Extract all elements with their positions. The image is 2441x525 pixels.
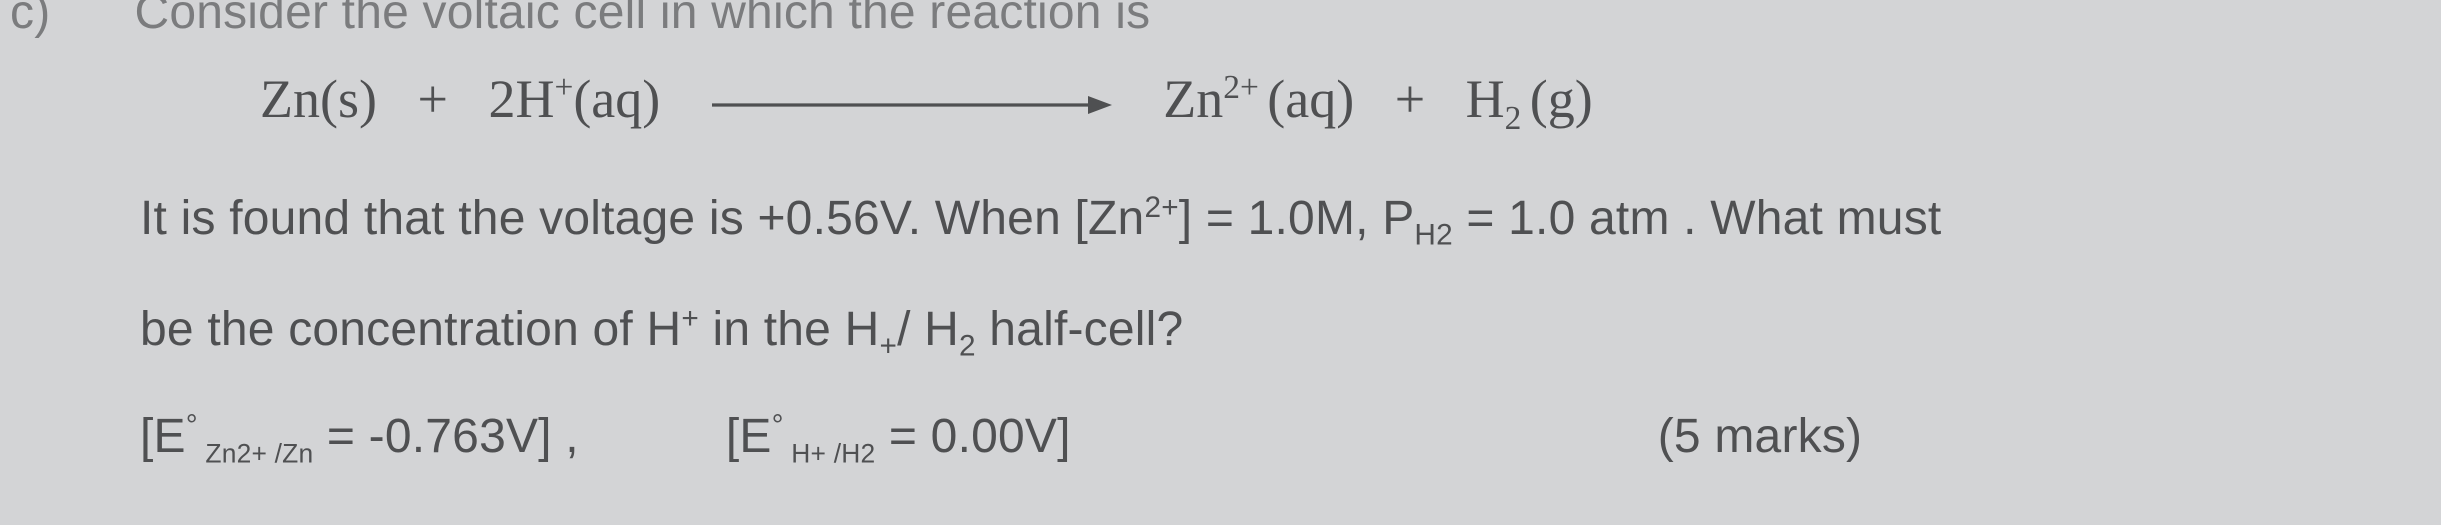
l4-sup1: + bbox=[681, 302, 699, 335]
lhs-h-state: (aq) bbox=[573, 69, 660, 129]
rhs-h2-sub: 2 bbox=[1505, 100, 1530, 137]
prompt-text: Consider the voltaic cell in which the r… bbox=[134, 0, 1150, 39]
l3-sub1: H2 bbox=[1414, 219, 1452, 252]
l4-c: / H bbox=[897, 303, 959, 356]
e-zn-deg: ° bbox=[186, 409, 198, 442]
lhs-h-charge: + bbox=[554, 69, 573, 106]
line-5: [E° Zn2+ /Zn = -0.763V] , [E° H+ /H2 = 0… bbox=[10, 410, 2401, 468]
l4-b: in the H bbox=[699, 303, 880, 356]
rhs-zn-charge: 2+ bbox=[1223, 69, 1267, 106]
rhs-h2: H bbox=[1466, 69, 1505, 129]
e-zn-block: [E° Zn2+ /Zn = -0.763V] , bbox=[140, 410, 579, 468]
line-1: c) Consider the voltaic cell in which th… bbox=[10, 0, 2401, 38]
line-4: be the concentration of H+ in the H+/ H2… bbox=[10, 303, 2401, 362]
plus-1: + bbox=[377, 69, 488, 129]
rhs-zn: Zn bbox=[1163, 69, 1223, 129]
l4-d: half-cell? bbox=[976, 303, 1184, 356]
part-label: c) bbox=[10, 0, 130, 38]
line-3: It is found that the voltage is +0.56V. … bbox=[10, 192, 2401, 251]
question-block: c) Consider the voltaic cell in which th… bbox=[0, 0, 2441, 525]
l3-b: ] = 1.0M, P bbox=[1179, 192, 1415, 245]
l4-sub2: 2 bbox=[959, 330, 976, 363]
reaction-arrow-icon bbox=[704, 90, 1120, 120]
e-zn-b: = -0.763V] , bbox=[313, 410, 578, 463]
l3-sup1: 2+ bbox=[1144, 191, 1178, 224]
rhs-zn-state: (aq) bbox=[1267, 69, 1354, 129]
e-h-block: [E° H+ /H2 = 0.00V] bbox=[726, 410, 1071, 468]
l3-c: = 1.0 atm . What must bbox=[1453, 192, 1942, 245]
e-zn-a: [E bbox=[140, 410, 186, 463]
plus-2: + bbox=[1354, 69, 1465, 129]
lhs-zn: Zn(s) bbox=[260, 69, 377, 129]
e-zn-sub: Zn2+ /Zn bbox=[198, 439, 313, 469]
marks: (5 marks) bbox=[1658, 410, 1862, 463]
e-h-deg: ° bbox=[772, 409, 784, 442]
l3-a: It is found that the voltage is +0.56V. … bbox=[140, 192, 1144, 245]
e-h-a: [E bbox=[726, 410, 772, 463]
e-h-sub: H+ /H2 bbox=[784, 439, 876, 469]
l4-sub1: + bbox=[879, 330, 897, 363]
reaction-equation: Zn(s) + 2H+(aq) Zn2+ (aq) + H2 (g) bbox=[10, 70, 2401, 136]
l4-a: be the concentration of H bbox=[140, 303, 681, 356]
lhs-h-coef: 2H bbox=[488, 69, 554, 129]
e-h-b: = 0.00V] bbox=[875, 410, 1070, 463]
rhs-h2-state: (g) bbox=[1530, 69, 1593, 129]
